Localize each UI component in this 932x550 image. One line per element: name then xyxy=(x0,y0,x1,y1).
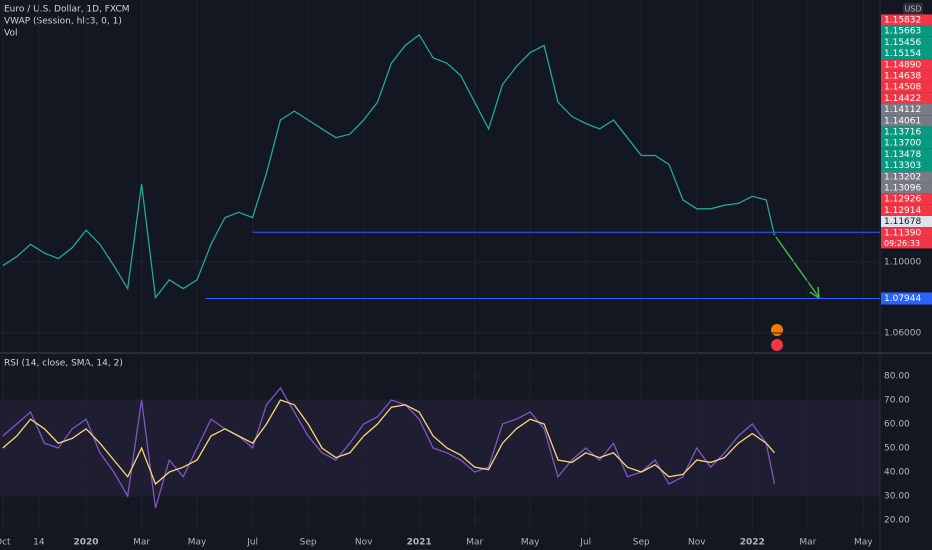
x-tick-label: May xyxy=(188,538,207,548)
price-badge-label: 1.14112 xyxy=(884,105,921,115)
price-badge xyxy=(881,59,932,71)
price-badge xyxy=(881,148,932,160)
price-badge-label: 1.14422 xyxy=(884,94,921,104)
price-badge xyxy=(881,193,932,205)
price-badge-label: 1.13202 xyxy=(884,172,921,182)
y-tick-label: 50.00 xyxy=(884,444,910,454)
x-tick-label: 2021 xyxy=(407,538,432,548)
x-tick-label: Nov xyxy=(355,538,373,548)
price-badge-label: 1.13096 xyxy=(884,184,921,194)
price-badge-label: 1.15832 xyxy=(884,16,921,26)
price-badge-label: 1.14061 xyxy=(884,116,921,126)
rsi-title: RSI (14, close, SMA, 14, 2) xyxy=(4,359,123,369)
price-badge-label: 1.11678 xyxy=(884,217,921,227)
price-badge xyxy=(881,182,932,194)
price-badge xyxy=(881,216,932,228)
y-tick-label: 30.00 xyxy=(884,492,910,502)
price-badge-label: 1.15456 xyxy=(884,38,921,48)
currency-box[interactable] xyxy=(903,3,923,15)
countdown: 09:26:33 xyxy=(884,239,920,248)
price-badge xyxy=(881,81,932,93)
price-badge-label: 1.11390 xyxy=(884,228,921,238)
price-badge xyxy=(881,92,932,104)
price-badge xyxy=(881,36,932,48)
symbol-title: Euro / U.S. Dollar, 1D, FXCM xyxy=(4,5,130,15)
price-badge xyxy=(881,126,932,138)
price-badge xyxy=(881,160,932,172)
x-tick-label: May xyxy=(521,538,540,548)
price-badge-label: 1.12914 xyxy=(884,206,921,216)
price-badge-label: 1.13716 xyxy=(884,128,921,138)
x-tick-label: 2020 xyxy=(74,538,99,548)
price-badge-label: 1.13303 xyxy=(884,161,921,171)
price-badge-label: 1.14638 xyxy=(884,72,921,82)
price-badge xyxy=(881,115,932,127)
x-tick-label: Mar xyxy=(466,538,483,548)
price-badge xyxy=(881,25,932,37)
level-badge xyxy=(881,292,932,305)
event-icon[interactable] xyxy=(771,339,783,351)
event-icon[interactable] xyxy=(771,324,783,336)
x-tick-label: 2022 xyxy=(740,538,765,548)
x-tick-label: Jul xyxy=(246,538,258,548)
x-tick-label: Mar xyxy=(133,538,150,548)
currency[interactable]: USD xyxy=(904,5,921,14)
price-badge xyxy=(881,48,932,60)
x-tick-label: Sep xyxy=(633,538,650,548)
x-tick-label: Mar xyxy=(799,538,816,548)
price-badge xyxy=(881,14,932,26)
x-tick-label: Jul xyxy=(579,538,591,548)
price-badge-label: 1.12926 xyxy=(884,195,921,205)
y-tick-label: 1.10000 xyxy=(884,258,921,268)
series-line xyxy=(2,33,776,300)
countdown-badge xyxy=(881,238,932,249)
price-badge xyxy=(881,171,932,183)
price-badge-label: 1.13700 xyxy=(884,139,921,149)
x-tick-label: May xyxy=(854,538,873,548)
price-badge xyxy=(881,70,932,82)
price-badge-label: 1.15663 xyxy=(884,27,921,37)
price-badge xyxy=(881,137,932,149)
price-badge-label: 1.14508 xyxy=(884,83,921,93)
arrow xyxy=(775,236,819,297)
x-tick-label: Nov xyxy=(688,538,706,548)
price-badge-label: 1.13478 xyxy=(884,150,921,160)
y-tick-label: 20.00 xyxy=(884,516,910,526)
price-badge xyxy=(881,104,932,116)
indicator-label: Vol xyxy=(4,29,17,39)
y-tick-label: 1.06000 xyxy=(884,329,921,339)
y-tick-label: 80.00 xyxy=(884,372,910,382)
y-tick-label: 40.00 xyxy=(884,468,910,478)
level-label: 1.07944 xyxy=(884,294,921,304)
price-badge xyxy=(881,227,932,239)
indicator-label: VWAP (Session, hlc3, 0, 1) xyxy=(4,17,122,27)
series-line xyxy=(2,399,775,486)
y-tick-label: 60.00 xyxy=(884,420,910,430)
x-tick-label: Oct xyxy=(0,538,11,548)
price-badge-label: 1.14890 xyxy=(884,60,921,70)
y-tick-label: 70.00 xyxy=(884,396,910,406)
x-tick-label: Sep xyxy=(300,538,317,548)
series-line xyxy=(2,386,776,509)
x-tick-label: 14 xyxy=(33,538,45,548)
price-badge-label: 1.15154 xyxy=(884,49,921,59)
price-badge xyxy=(881,204,932,216)
